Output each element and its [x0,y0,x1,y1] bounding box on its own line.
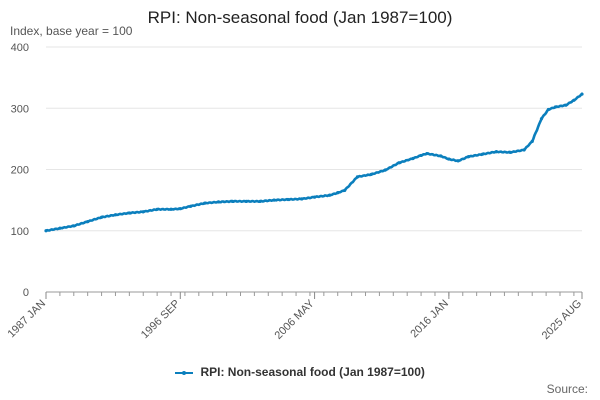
data-point [411,156,415,161]
data-point [447,157,451,161]
data-point [546,107,551,112]
data-point [203,201,207,205]
data-point [113,213,118,217]
data-point [141,210,145,214]
data-point [572,98,576,102]
data-point [178,207,182,211]
data-point [439,154,443,158]
x-tick-label: 1996 SEP [139,298,183,342]
y-tick-label: 0 [23,287,29,299]
y-tick-label: 200 [11,165,29,177]
data-point [383,168,387,172]
data-point [272,198,276,202]
legend: RPI: Non-seasonal food (Jan 1987=100) [0,365,600,379]
data-point [155,207,159,211]
data-point [328,193,332,197]
data-point [425,151,429,156]
data-point [369,172,373,176]
x-tick-label: 2006 MAY [272,297,317,342]
data-point [343,188,347,192]
data-point [127,211,131,215]
data-point [58,226,62,230]
x-tick-label: 1987 JAN [5,298,48,341]
data-point [189,204,193,208]
chart-title: RPI: Non-seasonal food (Jan 1987=100) [147,8,453,27]
data-point [553,105,557,109]
data-point [258,199,262,203]
data-point [580,92,584,96]
y-tick-label: 400 [11,42,29,54]
data-point [564,103,568,107]
y-tick-label: 100 [11,226,29,238]
series-layer [44,92,584,233]
data-point [44,229,48,233]
data-point [336,191,340,195]
data-point [99,215,104,219]
data-point [355,175,360,179]
series-line [44,92,584,233]
x-tick-label: 2025 AUG [540,298,584,342]
data-point [216,200,221,204]
data-point [419,153,423,158]
data-point [300,197,304,201]
x-tick-label: 2016 JAN [408,298,451,341]
data-point [86,219,90,224]
data-point [466,155,471,159]
legend-swatch-icon [175,370,194,375]
data-point [539,117,544,121]
y-axis-label: Index, base year = 100 [10,24,133,38]
data-point [169,207,173,211]
data-point [522,148,526,152]
data-point [244,199,248,203]
data-point [508,150,512,154]
data-point [494,150,498,154]
gridlines [46,46,582,232]
legend-label: RPI: Non-seasonal food (Jan 1987=100) [200,365,425,379]
axes: 0 100 200 300 400 1987 JAN 1996 SEP 2006 MAY 201… [5,42,584,342]
data-point [530,139,534,143]
data-point [286,197,290,202]
data-point [397,161,401,165]
data-point [312,195,317,199]
source-label: Source: [546,382,588,396]
data-point [456,159,460,163]
y-tick-label: 300 [11,103,29,115]
data-point [72,224,76,228]
data-point [230,199,234,203]
data-point [480,152,485,156]
